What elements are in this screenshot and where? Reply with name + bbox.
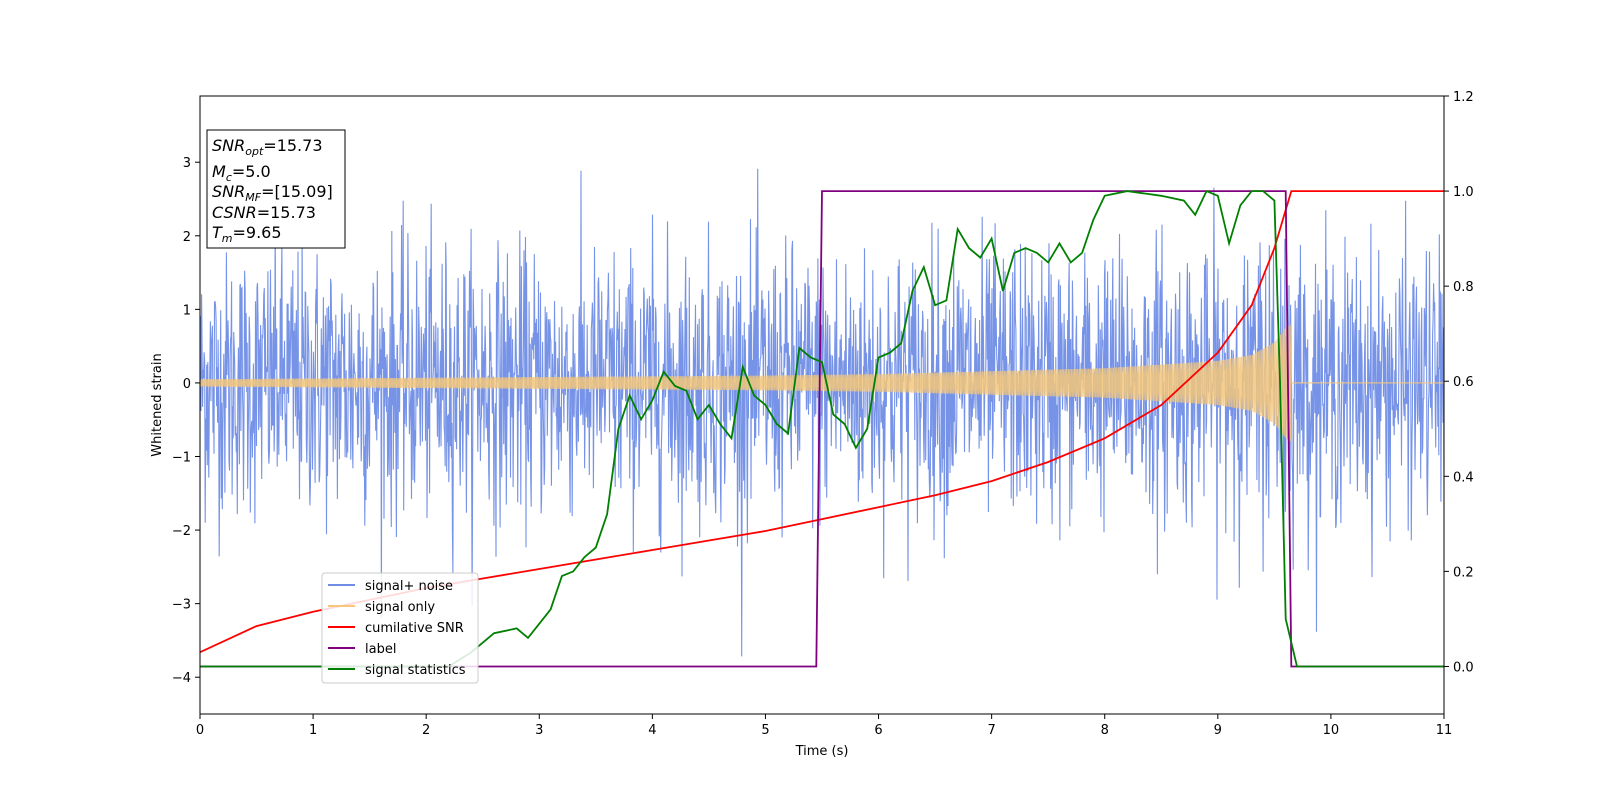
x-tick-label: 8 [1101, 723, 1109, 738]
series-signal-only [200, 324, 1444, 442]
x-tick-label: 1 [309, 723, 317, 738]
legend-item-signal-statistics: signal statistics [328, 663, 466, 678]
series-signal-statistics [200, 189, 1444, 668]
legend-label-signal-noise: signal+ noise [365, 579, 453, 594]
y-left-tick-label: −3 [172, 598, 191, 613]
info-snr-opt: SNRopt=15.73 [212, 136, 323, 158]
legend-label-label: label [365, 642, 396, 657]
x-tick-label: 5 [761, 723, 769, 738]
legend-frame [321, 572, 479, 684]
y-left-tick-label: −1 [172, 451, 191, 466]
y-right-tick-label: 1.0 [1453, 185, 1474, 200]
x-tick-label: 4 [648, 723, 656, 738]
legend-item-signal-noise: signal+ noise [328, 579, 453, 594]
legend-label-cumulative-snr: cumilative SNR [365, 621, 464, 636]
y-left-tick-label: −2 [172, 524, 191, 539]
y-left-tick-label: 2 [183, 230, 191, 245]
y-left-tick-label: 0 [183, 377, 191, 392]
info-box-frame [206, 129, 346, 249]
y-left-tick-label: 3 [183, 156, 191, 171]
x-tick-label: 10 [1323, 723, 1340, 738]
x-tick-label: 0 [196, 723, 204, 738]
legend-label-signal-statistics: signal statistics [365, 663, 466, 678]
y-right-tick-label: 0.2 [1453, 565, 1474, 580]
y-right-tick-label: 0.0 [1453, 660, 1474, 675]
x-axis-label: Time (s) [795, 744, 849, 759]
x-tick-label: 11 [1436, 723, 1453, 738]
y-right-tick-label: 1.2 [1453, 90, 1474, 105]
axis-ticks: 0 1 2 3 4 5 6 7 8 9 10 11 −4 −3 −2 −1 0 1 2 3 0.0 0.2 0.4 0.6 0.… [172, 90, 1474, 738]
y-axis-label: Whitened strain [150, 353, 165, 456]
info-csnr: CSNR=15.73 [212, 203, 316, 222]
y-right-tick-label: 0.6 [1453, 375, 1474, 390]
x-tick-label: 3 [535, 723, 543, 738]
legend-item-cumulative-snr: cumilative SNR [328, 621, 464, 636]
legend: signal+ noise signal only cumilative SNR… [321, 572, 479, 684]
x-tick-label: 7 [987, 723, 995, 738]
legend-item-label: label [328, 642, 396, 657]
info-box: SNRopt=15.73 Mc=5.0 SNRMF=[15.09] CSNR=1… [206, 129, 346, 249]
legend-label-signal-only: signal only [365, 600, 435, 615]
info-mc: Mc=5.0 [212, 162, 271, 184]
y-left-tick-label: 1 [183, 303, 191, 318]
info-tm: Tm=9.65 [212, 223, 282, 245]
y-right-tick-label: 0.4 [1453, 470, 1474, 485]
y-right-tick-label: 0.8 [1453, 280, 1474, 295]
x-tick-label: 2 [422, 723, 430, 738]
info-snr-mf: SNRMF=[15.09] [212, 182, 333, 204]
y-left-tick-label: −4 [172, 671, 191, 686]
axes-frame [199, 95, 1445, 715]
x-tick-label: 9 [1214, 723, 1222, 738]
legend-item-signal-only: signal only [328, 600, 435, 615]
x-tick-label: 6 [874, 723, 882, 738]
